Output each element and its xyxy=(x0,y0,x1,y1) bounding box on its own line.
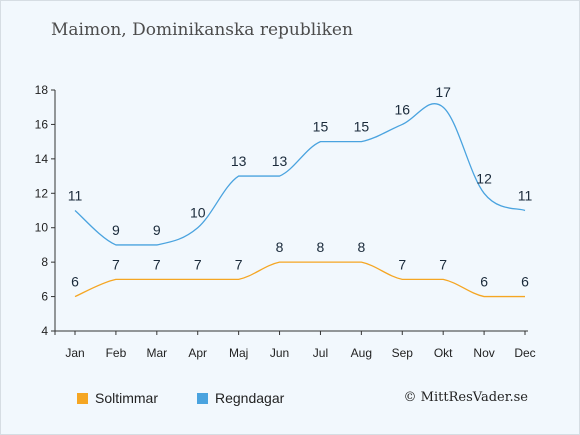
data-label-soltimmar: 6 xyxy=(71,274,79,290)
legend-swatch-soltimmar xyxy=(77,392,88,404)
data-label-soltimmar: 7 xyxy=(398,256,406,272)
x-tick-label: Mar xyxy=(146,346,167,360)
data-label-regndagar: 17 xyxy=(435,84,451,100)
data-label-soltimmar: 7 xyxy=(112,256,120,272)
chart-title: Maimon, Dominikanska republiken xyxy=(51,20,353,40)
x-tick-label: Apr xyxy=(188,346,207,360)
x-tick-label: Dec xyxy=(514,346,535,360)
legend-swatch-regndagar xyxy=(197,392,208,404)
data-label-regndagar: 9 xyxy=(153,222,161,238)
data-label-soltimmar: 7 xyxy=(153,256,161,272)
data-label-soltimmar: 6 xyxy=(521,274,529,290)
y-tick-label: 14 xyxy=(35,152,49,166)
data-label-regndagar: 13 xyxy=(231,153,247,169)
x-tick-label: Jul xyxy=(313,346,328,360)
data-label-regndagar: 10 xyxy=(190,205,206,221)
x-tick-label: Jun xyxy=(270,346,289,360)
x-tick-label: Feb xyxy=(106,346,127,360)
y-tick-label: 10 xyxy=(35,221,49,235)
data-label-regndagar: 11 xyxy=(68,188,83,204)
data-label-soltimmar: 7 xyxy=(439,256,447,272)
y-tick-label: 8 xyxy=(41,255,48,269)
data-label-soltimmar: 6 xyxy=(480,274,488,290)
y-tick-label: 6 xyxy=(41,290,48,304)
y-tick-label: 16 xyxy=(35,117,49,131)
data-label-soltimmar: 8 xyxy=(357,239,365,255)
data-label-soltimmar: 7 xyxy=(194,256,202,272)
data-label-regndagar: 16 xyxy=(394,101,410,117)
x-tick-label: Aug xyxy=(351,346,372,360)
data-label-soltimmar: 8 xyxy=(276,239,284,255)
y-tick-label: 12 xyxy=(35,186,49,200)
y-tick-label: 4 xyxy=(41,324,48,338)
x-tick-label: Nov xyxy=(473,346,494,360)
legend-label-regndagar: Regndagar xyxy=(215,390,285,406)
series-line-soltimmar xyxy=(74,261,525,298)
data-label-soltimmar: 7 xyxy=(235,256,243,272)
series-line-regndagar xyxy=(74,103,526,246)
x-tick-label: Sep xyxy=(392,346,414,360)
x-tick-label: Jan xyxy=(65,346,84,360)
legend-item-regndagar: Regndagar xyxy=(197,390,284,406)
x-tick-label: Maj xyxy=(229,346,248,360)
data-label-regndagar: 15 xyxy=(313,119,329,135)
credit-text: © MittResVader.se xyxy=(403,390,528,405)
y-tick-label: 18 xyxy=(35,83,49,97)
data-label-regndagar: 12 xyxy=(476,170,492,186)
x-tick-label: Okt xyxy=(434,346,453,360)
legend-item-soltimmar: Soltimmar xyxy=(77,390,158,406)
data-label-regndagar: 13 xyxy=(272,153,288,169)
data-label-regndagar: 15 xyxy=(354,119,370,135)
legend-label-soltimmar: Soltimmar xyxy=(95,390,159,406)
data-label-soltimmar: 8 xyxy=(317,239,325,255)
data-label-regndagar: 9 xyxy=(112,222,120,238)
data-label-regndagar: 11 xyxy=(518,188,533,204)
